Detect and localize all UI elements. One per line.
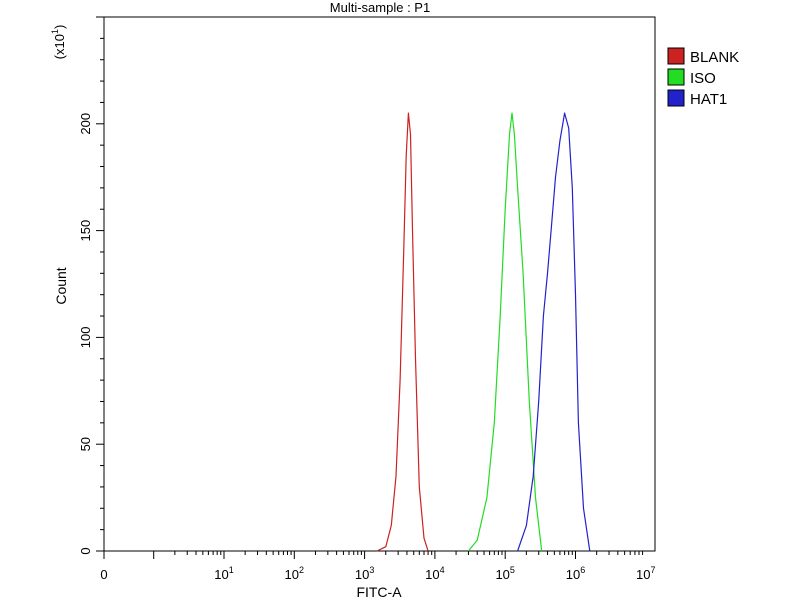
x-tick-label: 105 (495, 565, 514, 582)
x-tick-label: 103 (355, 565, 374, 582)
legend-label-hat1: HAT1 (690, 91, 727, 108)
legend-swatch-iso (667, 68, 685, 86)
legend-label-iso: ISO (690, 70, 716, 87)
legend-swatch-hat1 (667, 89, 685, 107)
x-tick-label: 0 (100, 567, 107, 582)
chart-title: Multi-sample : P1 (330, 0, 430, 15)
y-multiplier-exp: 1 (50, 29, 60, 34)
y-tick-label: 100 (78, 327, 93, 349)
x-tick-label: 106 (566, 565, 585, 582)
y-multiplier-close: ) (52, 25, 67, 29)
series-hat1-line (517, 112, 591, 552)
legend: BLANK ISO HAT1 (667, 47, 739, 108)
x-tick-label: 104 (425, 565, 444, 582)
axes: 0 50 100 150 200 0 101 102 103 104 105 106 107 (78, 16, 656, 582)
series-curves (376, 112, 591, 552)
legend-label-blank: BLANK (690, 49, 739, 66)
y-axis-title: Count (53, 267, 69, 304)
x-axis-title: FITC-A (356, 584, 402, 600)
series-blank-line (376, 112, 429, 552)
legend-swatch-blank (667, 47, 685, 65)
y-tick-label: 150 (78, 220, 93, 242)
plot-frame (103, 16, 656, 552)
x-tick-label: 101 (214, 565, 233, 582)
svg-text:(x101): (x101) (50, 25, 67, 60)
y-tick-label: 50 (78, 437, 93, 451)
x-tick-label: 107 (636, 565, 655, 582)
x-tick-label: 102 (285, 565, 304, 582)
y-tick-label: 0 (78, 547, 93, 554)
y-multiplier-text: (x10 (52, 34, 67, 59)
series-iso-line (467, 112, 543, 552)
y-tick-label: 200 (78, 113, 93, 135)
y-multiplier-label: (x101) (50, 25, 67, 60)
